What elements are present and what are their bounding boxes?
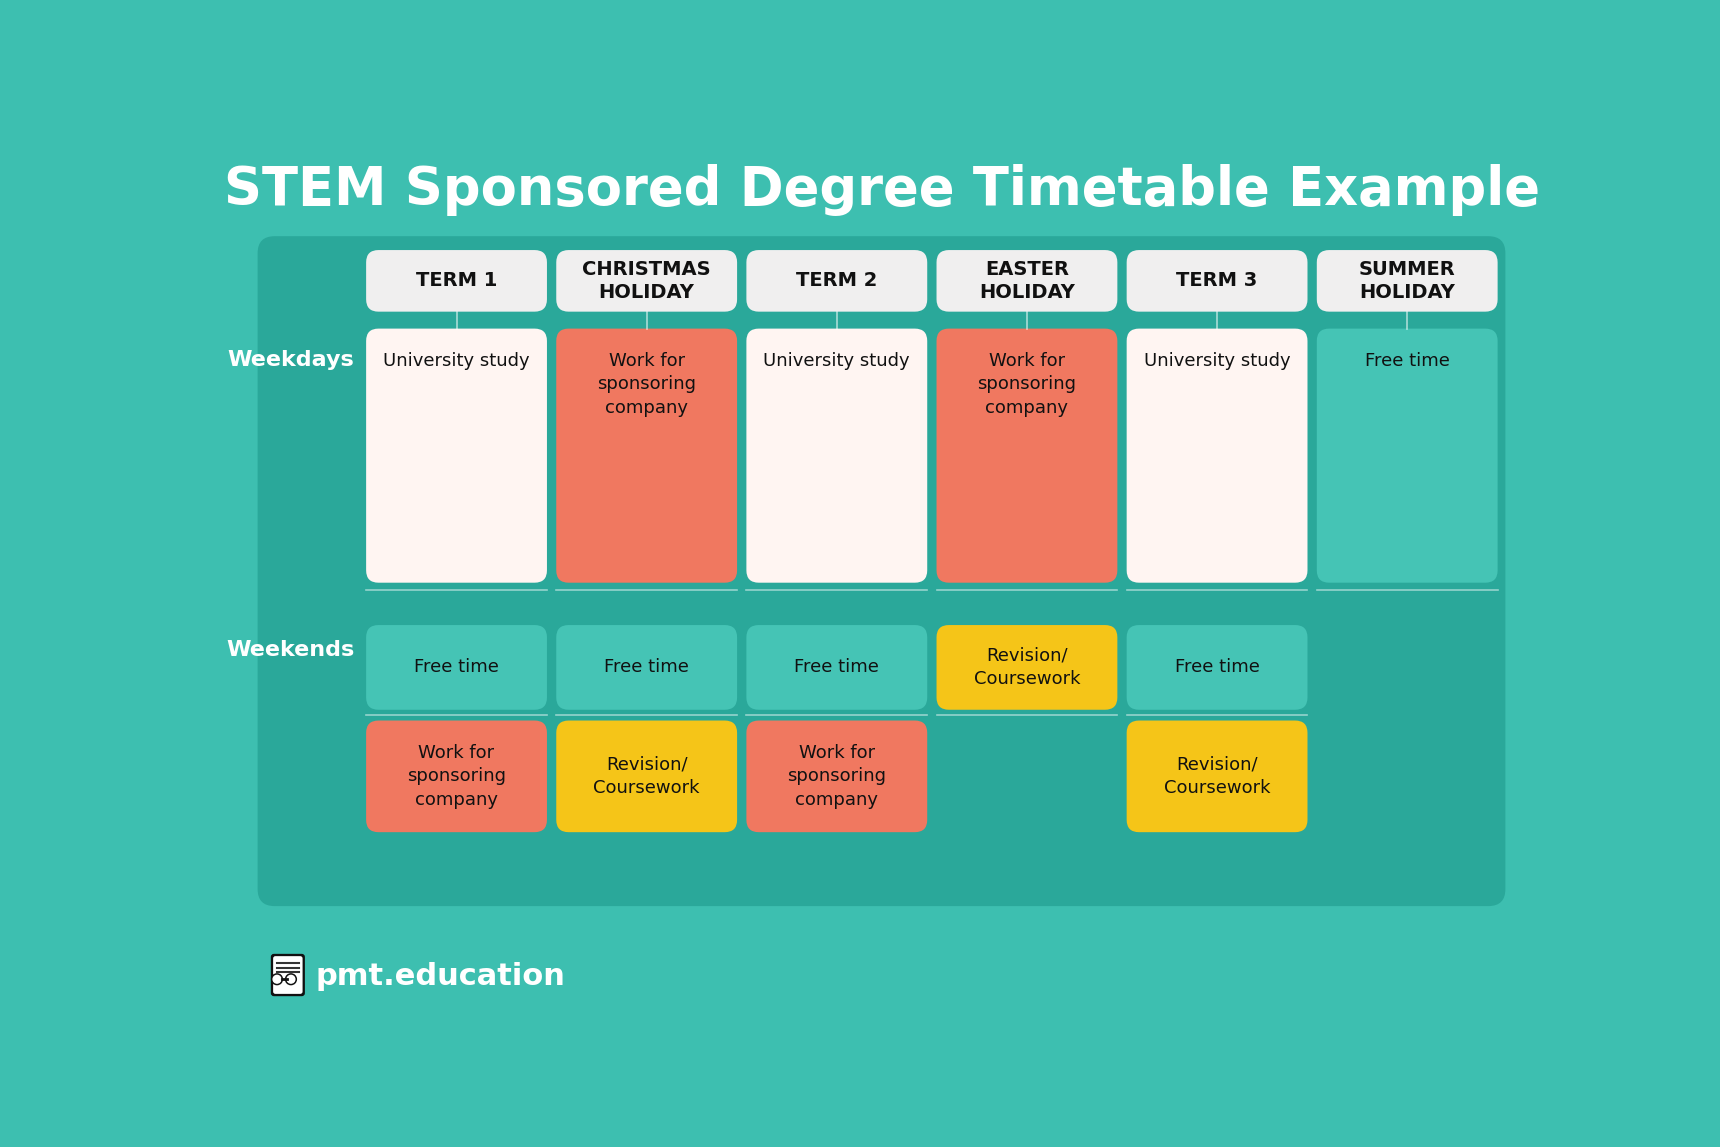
Text: Revision/
Coursework: Revision/ Coursework [593, 756, 700, 797]
Text: STEM Sponsored Degree Timetable Example: STEM Sponsored Degree Timetable Example [224, 164, 1539, 216]
FancyBboxPatch shape [556, 625, 738, 710]
Text: TERM 3: TERM 3 [1176, 272, 1257, 290]
FancyBboxPatch shape [936, 328, 1118, 583]
FancyBboxPatch shape [1318, 328, 1498, 583]
Text: Work for
sponsoring
company: Work for sponsoring company [977, 352, 1077, 416]
Text: EASTER
HOLIDAY: EASTER HOLIDAY [979, 259, 1075, 302]
Text: Work for
sponsoring
company: Work for sponsoring company [408, 743, 506, 809]
FancyBboxPatch shape [366, 720, 547, 833]
Text: Weekdays: Weekdays [227, 350, 354, 370]
FancyBboxPatch shape [746, 250, 927, 312]
Text: CHRISTMAS
HOLIDAY: CHRISTMAS HOLIDAY [583, 259, 710, 302]
Text: Work for
sponsoring
company: Work for sponsoring company [788, 743, 886, 809]
Text: Work for
sponsoring
company: Work for sponsoring company [597, 352, 697, 416]
FancyBboxPatch shape [1127, 250, 1307, 312]
FancyBboxPatch shape [1318, 250, 1498, 312]
FancyBboxPatch shape [746, 720, 927, 833]
Text: Free time: Free time [604, 658, 690, 677]
Text: TERM 2: TERM 2 [796, 272, 877, 290]
Circle shape [273, 975, 280, 983]
Text: Free time: Free time [1175, 658, 1259, 677]
Text: Free time: Free time [415, 658, 499, 677]
Text: Revision/
Coursework: Revision/ Coursework [1164, 756, 1271, 797]
FancyBboxPatch shape [746, 328, 927, 583]
FancyBboxPatch shape [746, 625, 927, 710]
Circle shape [272, 974, 282, 984]
Text: University study: University study [1144, 352, 1290, 369]
FancyBboxPatch shape [270, 954, 304, 997]
FancyBboxPatch shape [1127, 625, 1307, 710]
Text: Weekends: Weekends [227, 640, 354, 661]
Text: University study: University study [764, 352, 910, 369]
Text: pmt.education: pmt.education [316, 962, 566, 991]
FancyBboxPatch shape [273, 957, 303, 994]
Text: Free time: Free time [1364, 352, 1450, 369]
FancyBboxPatch shape [366, 328, 547, 583]
Circle shape [287, 975, 294, 983]
Text: Free time: Free time [795, 658, 879, 677]
Text: TERM 1: TERM 1 [416, 272, 497, 290]
FancyBboxPatch shape [936, 250, 1118, 312]
FancyBboxPatch shape [258, 236, 1505, 906]
Text: University study: University study [384, 352, 530, 369]
Text: Revision/
Coursework: Revision/ Coursework [974, 647, 1080, 688]
FancyBboxPatch shape [1127, 328, 1307, 583]
FancyBboxPatch shape [556, 250, 738, 312]
Text: SUMMER
HOLIDAY: SUMMER HOLIDAY [1359, 259, 1455, 302]
FancyBboxPatch shape [366, 250, 547, 312]
Circle shape [286, 974, 296, 984]
FancyBboxPatch shape [1127, 720, 1307, 833]
FancyBboxPatch shape [556, 328, 738, 583]
FancyBboxPatch shape [936, 625, 1118, 710]
FancyBboxPatch shape [366, 625, 547, 710]
FancyBboxPatch shape [556, 720, 738, 833]
